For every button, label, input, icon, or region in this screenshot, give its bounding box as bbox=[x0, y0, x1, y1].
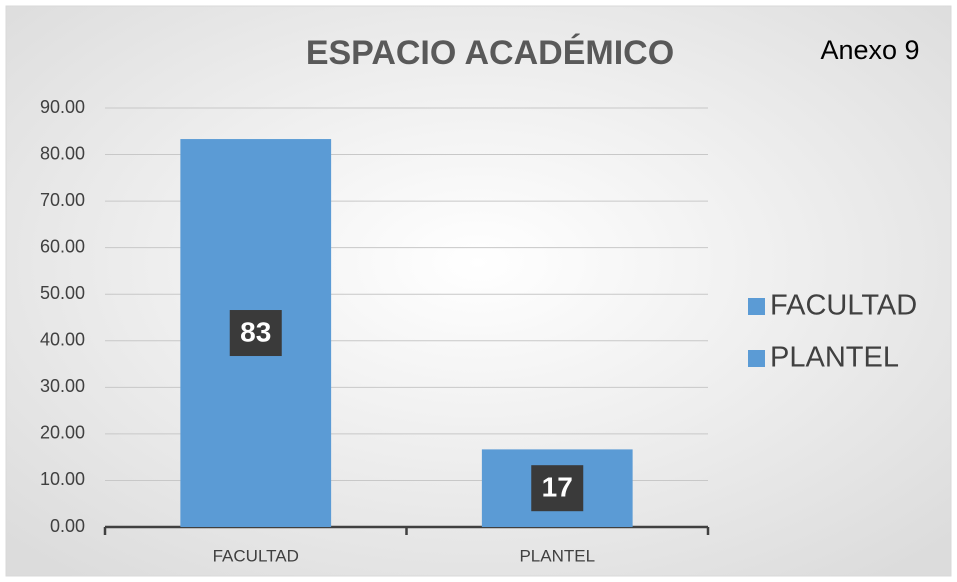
y-tick-label: 60.00 bbox=[40, 236, 85, 256]
y-tick-label: 0.00 bbox=[50, 516, 85, 536]
data-label: 17 bbox=[542, 472, 573, 503]
annotation: Anexo 9 bbox=[820, 35, 919, 65]
y-tick-label: 20.00 bbox=[40, 423, 85, 443]
y-tick-label: 50.00 bbox=[40, 283, 85, 303]
chart-background bbox=[5, 5, 952, 577]
legend-label: FACULTAD bbox=[770, 290, 917, 322]
data-label: 83 bbox=[240, 316, 271, 347]
y-tick-label: 70.00 bbox=[40, 190, 85, 210]
legend-label: PLANTEL bbox=[770, 342, 899, 374]
legend-swatch bbox=[748, 350, 765, 367]
chart-title: ESPACIO ACADÉMICO bbox=[306, 34, 674, 72]
x-tick-label: FACULTAD bbox=[213, 546, 299, 565]
data-label-box bbox=[531, 465, 584, 512]
data-label-box bbox=[229, 310, 282, 357]
y-tick-label: 10.00 bbox=[40, 469, 85, 489]
x-tick-label: PLANTEL bbox=[519, 546, 595, 565]
y-tick-label: 90.00 bbox=[40, 97, 85, 117]
y-tick-label: 40.00 bbox=[40, 330, 85, 350]
y-tick-label: 80.00 bbox=[40, 143, 85, 163]
y-tick-label: 30.00 bbox=[40, 376, 85, 396]
legend-swatch bbox=[748, 298, 765, 315]
